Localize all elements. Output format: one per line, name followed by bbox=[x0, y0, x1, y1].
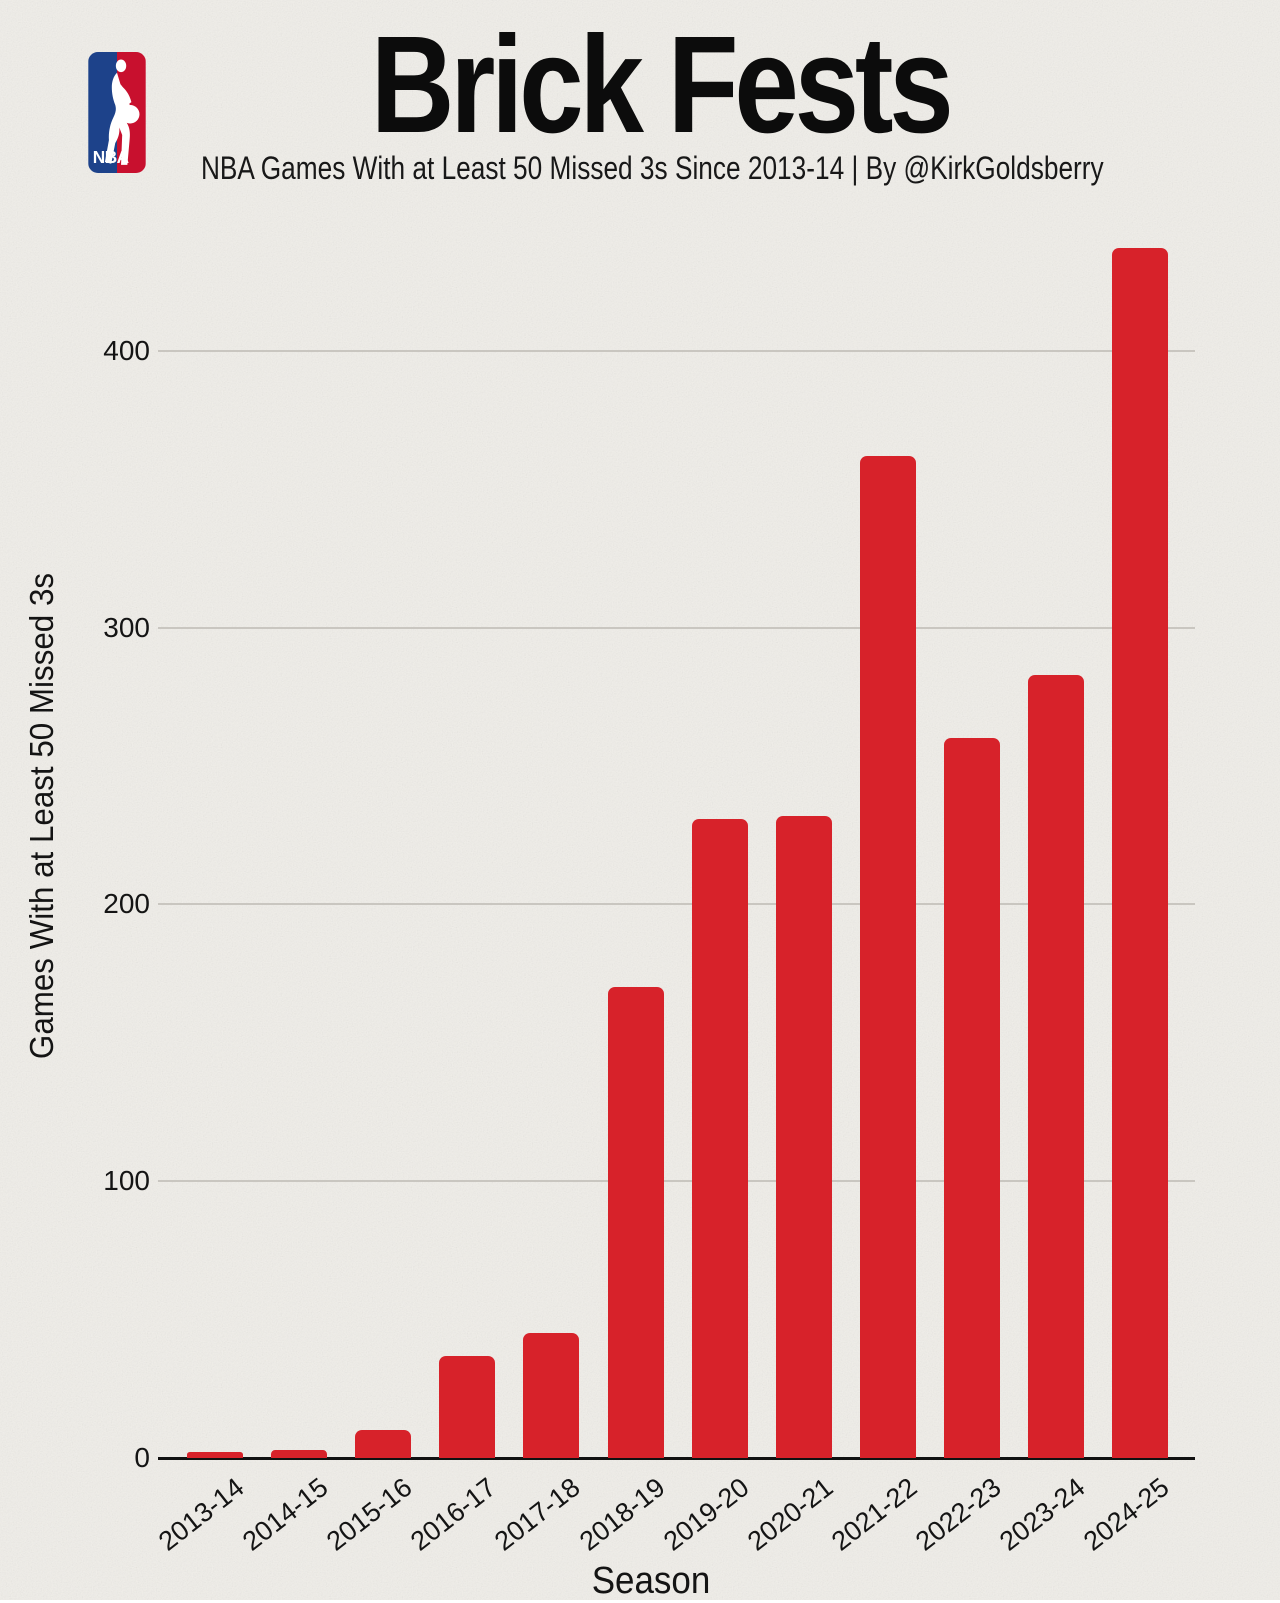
bar-2022-23 bbox=[943, 738, 1000, 1458]
bar-2021-22 bbox=[859, 455, 916, 1458]
x-tick-label-2017-18: 2017-18 bbox=[489, 1472, 586, 1557]
gridline-200 bbox=[158, 903, 1195, 906]
x-tick-label-2022-23: 2022-23 bbox=[909, 1472, 1007, 1557]
x-tick-label-2013-14: 2013-14 bbox=[152, 1472, 250, 1557]
x-axis-line bbox=[158, 1456, 1195, 1460]
bar-2016-17 bbox=[439, 1355, 496, 1458]
gridline-400 bbox=[158, 349, 1195, 352]
x-tick-label-2020-21: 2020-21 bbox=[741, 1472, 839, 1557]
y-tick-label-100: 100 bbox=[103, 1165, 150, 1197]
chart-subtitle: NBA Games With at Least 50 Missed 3s Sin… bbox=[200, 150, 1104, 186]
y-tick-label-200: 200 bbox=[103, 888, 150, 920]
gridline-300 bbox=[158, 626, 1195, 629]
bar-2017-18 bbox=[523, 1333, 580, 1458]
x-tick-label-2024-25: 2024-25 bbox=[1078, 1472, 1175, 1557]
logo-nba-text: NBA bbox=[93, 147, 130, 167]
bar-2020-21 bbox=[775, 815, 832, 1458]
x-tick-label-2023-24: 2023-24 bbox=[993, 1472, 1091, 1557]
x-tick-label-2014-15: 2014-15 bbox=[237, 1472, 334, 1557]
x-tick-label-2016-17: 2016-17 bbox=[405, 1472, 502, 1557]
x-axis-title: Season bbox=[591, 1560, 711, 1602]
bar-2015-16 bbox=[355, 1430, 412, 1458]
bar-2013-14 bbox=[187, 1452, 243, 1458]
x-tick-label-2015-16: 2015-16 bbox=[321, 1472, 418, 1557]
bar-2024-25 bbox=[1112, 248, 1169, 1458]
y-tick-label-300: 300 bbox=[103, 611, 150, 643]
x-tick-label-2021-22: 2021-22 bbox=[825, 1472, 923, 1557]
nba-logo-icon: NBA bbox=[88, 52, 146, 173]
x-tick-label-2019-20: 2019-20 bbox=[657, 1472, 755, 1557]
y-axis-title: Games With at Least 50 Missed 3s bbox=[23, 572, 60, 1060]
bar-2014-15 bbox=[271, 1449, 328, 1458]
bar-2023-24 bbox=[1028, 674, 1084, 1458]
y-tick-label-400: 400 bbox=[103, 334, 150, 366]
bar-2018-19 bbox=[607, 987, 664, 1458]
gridline-100 bbox=[158, 1180, 1195, 1183]
x-tick-label-2018-19: 2018-19 bbox=[573, 1472, 670, 1557]
logo-player-silhouette bbox=[104, 59, 140, 165]
chart-title: Brick Fests bbox=[370, 8, 954, 162]
bar-2019-20 bbox=[691, 818, 748, 1458]
y-tick-label-0: 0 bbox=[134, 1442, 150, 1473]
